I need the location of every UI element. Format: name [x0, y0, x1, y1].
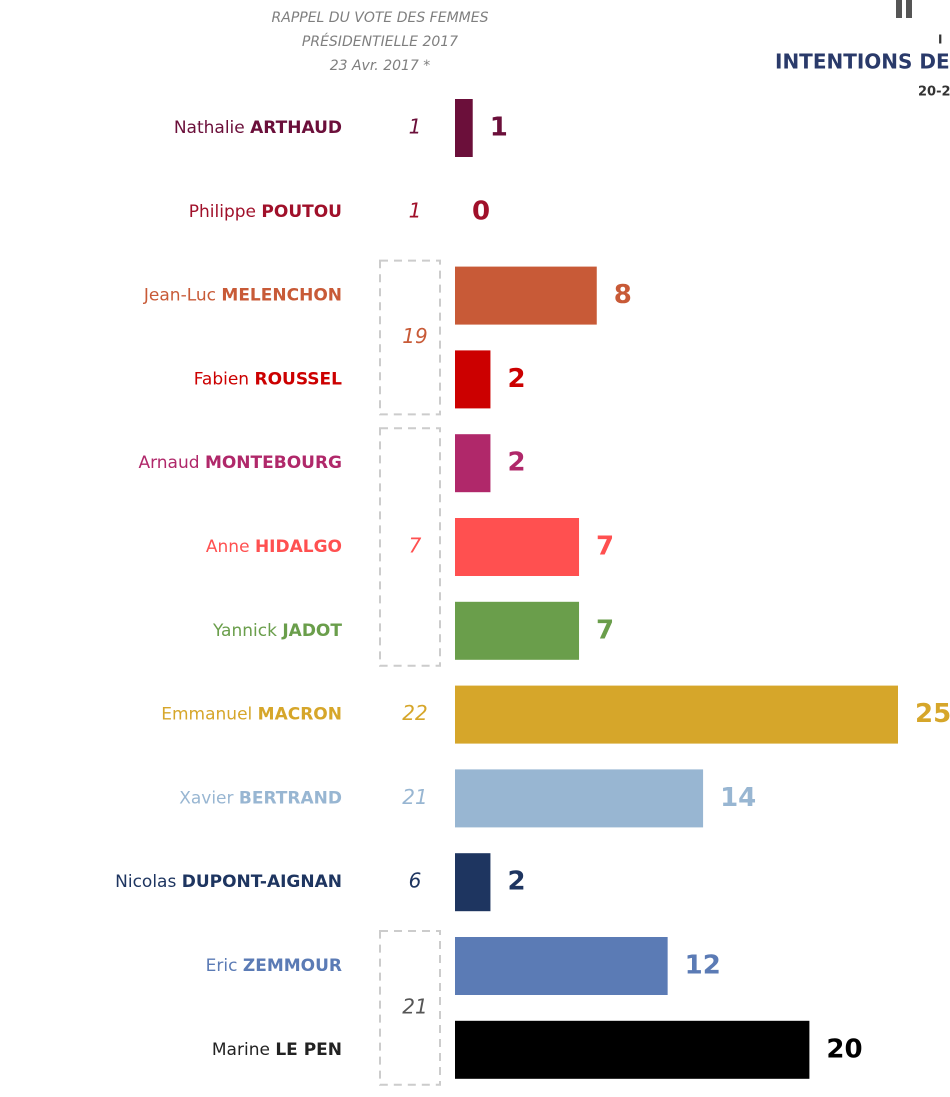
candidate-label: Anne HIDALGO: [206, 537, 342, 557]
value-label: 7: [596, 615, 614, 645]
candidate-label: Fabien ROUSSEL: [194, 369, 342, 389]
value-label: 0: [472, 196, 490, 226]
candidate-label: Eric ZEMMOUR: [206, 956, 342, 976]
first-name: Nathalie: [174, 118, 245, 138]
last-name: MELENCHON: [221, 286, 342, 306]
reference-value: 6: [409, 869, 422, 893]
header-line: PRÉSIDENTIELLE 2017: [302, 33, 458, 50]
reference-value: 21: [402, 994, 427, 1018]
candidate-label: Emmanuel MACRON: [161, 705, 342, 725]
candidate-label: Nicolas DUPONT-AIGNAN: [115, 872, 342, 892]
bar: [455, 937, 668, 995]
candidate-label: Xavier BERTRAND: [179, 788, 342, 808]
value-label: 7: [596, 532, 614, 562]
first-name: Philippe: [189, 202, 256, 222]
reference-value: 22: [402, 701, 427, 725]
last-name: BERTRAND: [239, 788, 342, 808]
last-name: MONTEBOURG: [205, 453, 342, 473]
right-dates: 20-2: [918, 85, 950, 100]
last-name: ROUSSEL: [254, 369, 342, 389]
chart: RAPPEL DU VOTE DES FEMMES PRÉSIDENTIELLE…: [0, 0, 950, 1097]
last-name: ARTHAUD: [250, 118, 342, 138]
last-name: LE PEN: [275, 1040, 342, 1060]
last-name: POUTOU: [261, 202, 342, 222]
first-name: Fabien: [194, 369, 249, 389]
last-name: JADOT: [281, 621, 342, 641]
reference-value: 21: [402, 785, 427, 809]
bar: [455, 267, 597, 325]
reference-value: 1: [409, 198, 422, 222]
last-name: MACRON: [258, 705, 342, 725]
header-line: RAPPEL DU VOTE DES FEMMES: [272, 10, 489, 26]
value-label: 25: [915, 699, 950, 729]
bar: [455, 99, 473, 157]
right-title: INTENTIONS DE: [775, 50, 950, 74]
value-label: 2: [507, 448, 525, 478]
reference-value: 19: [402, 324, 427, 348]
bar: [455, 1021, 809, 1079]
value-label: 8: [614, 280, 632, 310]
last-name: DUPONT-AIGNAN: [182, 872, 342, 892]
first-name: Anne: [206, 537, 250, 557]
first-name: Eric: [206, 956, 238, 976]
first-name: Jean-Luc: [143, 286, 216, 306]
header-line: 23 Avr. 2017 *: [330, 58, 431, 74]
last-name: ZEMMOUR: [243, 956, 342, 976]
value-label: 12: [685, 951, 721, 981]
value-label: 20: [826, 1034, 862, 1064]
bar: [455, 853, 490, 911]
reference-value: 7: [409, 534, 422, 558]
logo: [906, 0, 912, 18]
candidate-label: Philippe POUTOU: [189, 202, 342, 222]
first-name: Xavier: [179, 788, 233, 808]
logo: [896, 0, 902, 18]
page: {"chart_data": { "type": "bar", "orienta…: [0, 0, 950, 1097]
last-name: HIDALGO: [255, 537, 342, 557]
bar: [455, 350, 490, 408]
bar: [455, 686, 898, 744]
value-label: 1: [490, 113, 508, 143]
first-name: Marine: [212, 1040, 270, 1060]
candidate-label: Arnaud MONTEBOURG: [138, 453, 342, 473]
first-name: Yannick: [212, 621, 277, 641]
right-header: I: [938, 33, 942, 47]
bar: [455, 518, 579, 576]
value-label: 14: [720, 783, 756, 813]
first-name: Emmanuel: [161, 705, 252, 725]
candidate-label: Nathalie ARTHAUD: [174, 118, 342, 138]
first-name: Nicolas: [115, 872, 176, 892]
value-label: 2: [507, 867, 525, 897]
value-label: 2: [507, 364, 525, 394]
reference-value: 1: [409, 115, 422, 139]
first-name: Arnaud: [138, 453, 199, 473]
bar: [455, 434, 490, 492]
candidate-label: Jean-Luc MELENCHON: [143, 286, 342, 306]
bar: [455, 602, 579, 660]
candidate-label: Marine LE PEN: [212, 1040, 342, 1060]
bar: [455, 769, 703, 827]
candidate-label: Yannick JADOT: [212, 621, 342, 641]
